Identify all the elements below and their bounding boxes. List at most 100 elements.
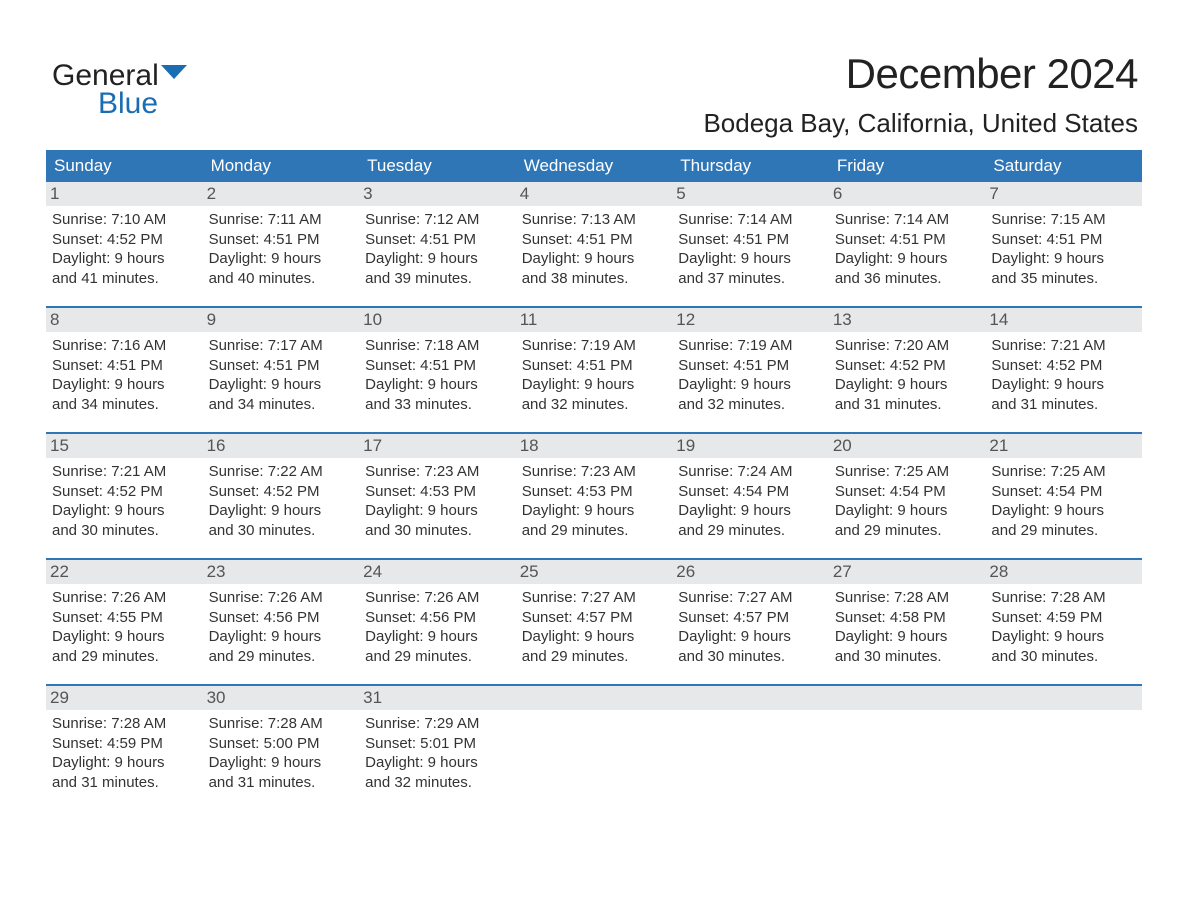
day-number: 7: [985, 182, 1142, 206]
calendar-cell: 4 Sunrise: 7:13 AMSunset: 4:51 PMDaylight…: [516, 182, 673, 306]
cell-sunrise: Sunrise: 7:15 AM: [989, 210, 1138, 230]
cell-d1: Daylight: 9 hours: [363, 627, 512, 647]
cell-sunrise: Sunrise: 7:20 AM: [833, 336, 982, 356]
cell-sunrise: Sunrise: 7:22 AM: [207, 462, 356, 482]
dow-header: Monday: [203, 150, 360, 182]
cell-d1: Daylight: 9 hours: [989, 249, 1138, 269]
calendar-cell: 10Sunrise: 7:18 AMSunset: 4:51 PMDayligh…: [359, 308, 516, 432]
cell-sunrise: Sunrise: 7:24 AM: [676, 462, 825, 482]
cell-sunrise: Sunrise: 7:13 AM: [520, 210, 669, 230]
cell-sunrise: Sunrise: 7:25 AM: [989, 462, 1138, 482]
calendar-cell: 12Sunrise: 7:19 AMSunset: 4:51 PMDayligh…: [672, 308, 829, 432]
cell-d2: and 29 minutes.: [50, 647, 199, 667]
cell-sunset: Sunset: 4:51 PM: [676, 356, 825, 376]
cell-sunrise: Sunrise: 7:27 AM: [520, 588, 669, 608]
day-number: 14: [985, 308, 1142, 332]
cell-sunrise: Sunrise: 7:28 AM: [989, 588, 1138, 608]
cell-d2: and 29 minutes.: [989, 521, 1138, 541]
cell-sunset: Sunset: 4:59 PM: [50, 734, 199, 754]
calendar-cell: 21Sunrise: 7:25 AMSunset: 4:54 PMDayligh…: [985, 434, 1142, 558]
dow-header: Sunday: [46, 150, 203, 182]
calendar-cell: 7Sunrise: 7:15 AMSunset: 4:51 PMDaylight…: [985, 182, 1142, 306]
cell-d1: Daylight: 9 hours: [207, 753, 356, 773]
cell-d1: Daylight: 9 hours: [520, 627, 669, 647]
cell-d1: Daylight: 9 hours: [50, 375, 199, 395]
cell-d1: Daylight: 9 hours: [363, 753, 512, 773]
day-number: 18: [516, 434, 673, 458]
day-number: 8: [46, 308, 203, 332]
cell-sunrise: Sunrise: 7:23 AM: [363, 462, 512, 482]
calendar-cell: 15Sunrise: 7:21 AMSunset: 4:52 PMDayligh…: [46, 434, 203, 558]
calendar-cell: 11Sunrise: 7:19 AMSunset: 4:51 PMDayligh…: [516, 308, 673, 432]
cell-sunrise: Sunrise: 7:19 AM: [520, 336, 669, 356]
calendar-cell: 26Sunrise: 7:27 AMSunset: 4:57 PMDayligh…: [672, 560, 829, 684]
dow-header: Tuesday: [359, 150, 516, 182]
cell-d1: Daylight: 9 hours: [207, 375, 356, 395]
cell-sunset: Sunset: 4:51 PM: [520, 230, 669, 250]
cell-d1: Daylight: 9 hours: [676, 501, 825, 521]
dow-header: Thursday: [672, 150, 829, 182]
day-number: 15: [46, 434, 203, 458]
cell-sunrise: Sunrise: 7:14 AM: [833, 210, 982, 230]
cell-sunset: Sunset: 4:59 PM: [989, 608, 1138, 628]
cell-sunset: Sunset: 4:52 PM: [50, 230, 199, 250]
cell-d1: Daylight: 9 hours: [363, 249, 512, 269]
cell-sunrise: Sunrise: 7:29 AM: [363, 714, 512, 734]
calendar-cell: [985, 686, 1142, 810]
cell-d2: and 29 minutes.: [520, 647, 669, 667]
calendar-cell: 17Sunrise: 7:23 AMSunset: 4:53 PMDayligh…: [359, 434, 516, 558]
cell-d1: Daylight: 9 hours: [833, 501, 982, 521]
cell-d2: and 30 minutes.: [50, 521, 199, 541]
day-number: 4: [516, 182, 673, 206]
day-number: 20: [829, 434, 986, 458]
day-number: 25: [516, 560, 673, 584]
cell-sunset: Sunset: 5:01 PM: [363, 734, 512, 754]
cell-sunset: Sunset: 4:55 PM: [50, 608, 199, 628]
day-number: 9: [203, 308, 360, 332]
cell-sunset: Sunset: 4:57 PM: [520, 608, 669, 628]
cell-d1: Daylight: 9 hours: [50, 627, 199, 647]
cell-d2: and 30 minutes.: [207, 521, 356, 541]
cell-d1: Daylight: 9 hours: [676, 627, 825, 647]
dow-header: Saturday: [985, 150, 1142, 182]
cell-d2: and 32 minutes.: [520, 395, 669, 415]
cell-sunrise: Sunrise: 7:28 AM: [833, 588, 982, 608]
cell-d2: and 37 minutes.: [676, 269, 825, 289]
cell-d1: Daylight: 9 hours: [676, 375, 825, 395]
day-number: 30: [203, 686, 360, 710]
cell-sunset: Sunset: 4:52 PM: [50, 482, 199, 502]
logo: General Blue: [52, 58, 187, 119]
day-number: 2: [203, 182, 360, 206]
cell-sunrise: Sunrise: 7:28 AM: [207, 714, 356, 734]
cell-sunset: Sunset: 4:57 PM: [676, 608, 825, 628]
calendar-cell: 25 Sunrise: 7:27 AMSunset: 4:57 PMDayligh…: [516, 560, 673, 684]
cell-sunrise: Sunrise: 7:26 AM: [50, 588, 199, 608]
cell-d1: Daylight: 9 hours: [363, 501, 512, 521]
day-number-empty: [672, 686, 829, 710]
cell-sunset: Sunset: 4:52 PM: [989, 356, 1138, 376]
cell-d1: Daylight: 9 hours: [833, 375, 982, 395]
cell-d1: Daylight: 9 hours: [50, 249, 199, 269]
cell-sunrise: Sunrise: 7:26 AM: [363, 588, 512, 608]
page-subtitle: Bodega Bay, California, United States: [703, 108, 1138, 139]
cell-sunset: Sunset: 4:51 PM: [833, 230, 982, 250]
cell-d1: Daylight: 9 hours: [676, 249, 825, 269]
cell-sunset: Sunset: 4:58 PM: [833, 608, 982, 628]
day-number: 11: [516, 308, 673, 332]
cell-d1: Daylight: 9 hours: [363, 375, 512, 395]
cell-sunrise: Sunrise: 7:12 AM: [363, 210, 512, 230]
cell-d2: and 34 minutes.: [50, 395, 199, 415]
cell-d1: Daylight: 9 hours: [520, 249, 669, 269]
cell-sunrise: Sunrise: 7:21 AM: [989, 336, 1138, 356]
calendar-cell: 2Sunrise: 7:11 AMSunset: 4:51 PMDaylight…: [203, 182, 360, 306]
calendar-cell: 5Sunrise: 7:14 AMSunset: 4:51 PMDaylight…: [672, 182, 829, 306]
cell-d1: Daylight: 9 hours: [520, 501, 669, 521]
calendar-cell: 9Sunrise: 7:17 AMSunset: 4:51 PMDaylight…: [203, 308, 360, 432]
cell-sunrise: Sunrise: 7:26 AM: [207, 588, 356, 608]
day-number: 5: [672, 182, 829, 206]
day-number: 12: [672, 308, 829, 332]
cell-sunset: Sunset: 4:53 PM: [363, 482, 512, 502]
day-number: 31: [359, 686, 516, 710]
cell-sunset: Sunset: 4:54 PM: [989, 482, 1138, 502]
cell-d2: and 30 minutes.: [363, 521, 512, 541]
